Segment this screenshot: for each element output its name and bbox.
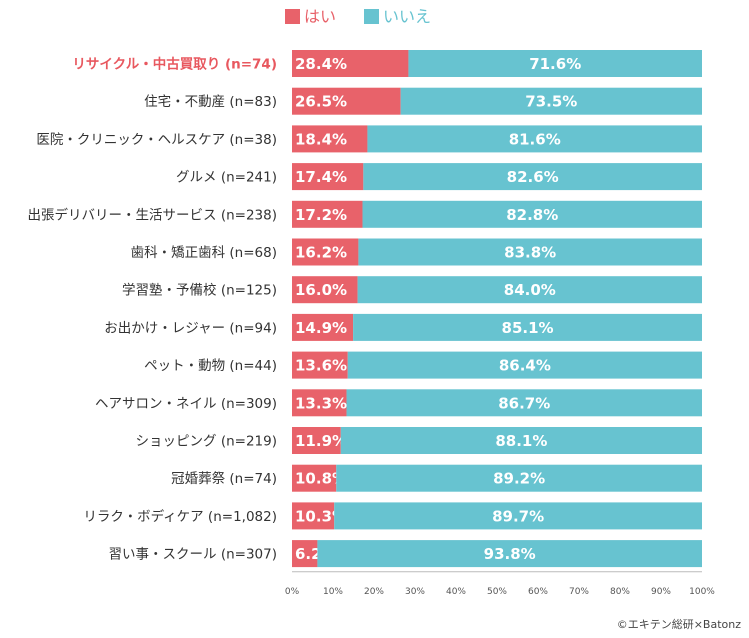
bar-segment-yes [292,238,359,266]
x-tick-label: 0% [285,587,300,597]
x-tick-label: 20% [364,587,384,597]
category-label: 住宅・不動産 (n=83) [144,94,277,110]
category-label: ヘアサロン・ネイル (n=309) [95,396,277,412]
bar-segment-no [408,50,702,77]
bar-segment-yes [292,389,347,417]
data-label-no: 88.1% [495,432,547,450]
data-label-no: 71.6% [529,55,581,73]
category-label: 医院・クリニック・ヘルスケア (n=38) [36,132,277,148]
category-label: 冠婚葬祭 (n=74) [171,471,277,487]
category-label: 歯科・矯正歯科 (n=68) [131,245,277,261]
bar-segment-no [357,276,702,304]
data-label-no: 84.0% [504,281,556,299]
data-label-yes: 13.3% [295,394,347,412]
data-label-yes: 16.0% [295,281,347,299]
legend-swatch-no [364,9,379,24]
bar-segment-no [340,427,702,454]
data-label-no: 82.6% [507,168,559,186]
x-tick-label: 70% [569,587,589,597]
category-label: ペット・動物 (n=44) [144,358,277,374]
data-label-no: 89.2% [493,470,545,488]
data-label-no: 81.6% [509,130,561,148]
bar-segment-yes [292,163,364,191]
bar-segment-yes [292,540,318,568]
x-tick-label: 40% [446,587,466,597]
category-label: リサイクル・中古買取り (n=74) [72,56,277,73]
x-tick-label: 10% [323,587,343,597]
bar-segment-yes [292,200,363,228]
data-label-yes: 17.4% [295,168,347,186]
category-label: リラク・ボディケア (n=1,082) [83,508,277,525]
category-label: お出かけ・レジャー (n=94) [104,320,277,336]
x-tick-label: 80% [610,587,630,597]
data-label-yes: 28.4% [295,55,347,73]
bar-segment-yes [292,125,368,153]
bar-segment-no [346,389,702,417]
data-label-no: 86.4% [499,357,551,375]
legend-swatch-yes [285,9,300,24]
bar-segment-yes [292,502,335,530]
data-label-no: 85.1% [502,319,554,337]
legend-label-no: いいえ [383,7,431,26]
category-label: 出張デリバリー・生活サービス (n=238) [28,206,277,223]
data-label-no: 83.8% [504,244,556,262]
bar-segment-no [358,238,702,266]
x-tick-label: 90% [651,587,671,597]
bar-segment-yes [292,464,337,492]
data-label-yes: 10.3% [295,507,347,525]
data-label-yes: 10.8% [295,470,347,488]
data-label-no: 89.7% [492,507,544,525]
data-label-no: 86.7% [498,394,550,412]
bar-segment-yes [292,50,409,77]
data-label-yes: 13.6% [295,357,347,375]
x-tick-label: 60% [528,587,548,597]
bar-segment-yes [292,87,401,115]
category-label: ショッピング (n=219) [136,434,277,450]
category-label: 学習塾・予備校 (n=125) [122,282,277,299]
data-label-yes: 18.4% [295,130,347,148]
data-label-yes: 17.2% [295,206,347,224]
x-tick-label: 100% [689,587,715,597]
bar-segment-no [353,313,702,341]
bar-segment-no [363,163,702,191]
data-label-yes: 14.9% [295,319,347,337]
credit-text: ©エキテン総研×Batonz [616,618,741,631]
bar-segment-yes [292,276,358,304]
bar-segment-no [336,464,702,492]
data-label-yes: 26.5% [295,93,347,111]
bar-segment-yes [292,313,354,341]
bar-segment-no [347,351,702,379]
bar-segment-no [317,540,702,568]
bar-segment-no [362,200,702,228]
legend-label-yes: はい [304,7,336,26]
x-tick-label: 50% [487,587,507,597]
data-label-no: 82.8% [506,206,558,224]
bar-segment-yes [292,427,341,454]
bar-segment-no [367,125,702,153]
data-label-yes: 11.9% [295,432,347,450]
category-label: 習い事・スクール (n=307) [109,547,277,563]
bar-segment-yes [292,351,348,379]
data-label-no: 93.8% [484,545,536,563]
data-label-yes: 16.2% [295,244,347,262]
data-label-no: 73.5% [525,93,577,111]
bar-segment-no [400,87,702,115]
x-tick-label: 30% [405,587,425,597]
bar-segment-no [334,502,702,530]
category-label: グルメ (n=241) [176,170,277,186]
